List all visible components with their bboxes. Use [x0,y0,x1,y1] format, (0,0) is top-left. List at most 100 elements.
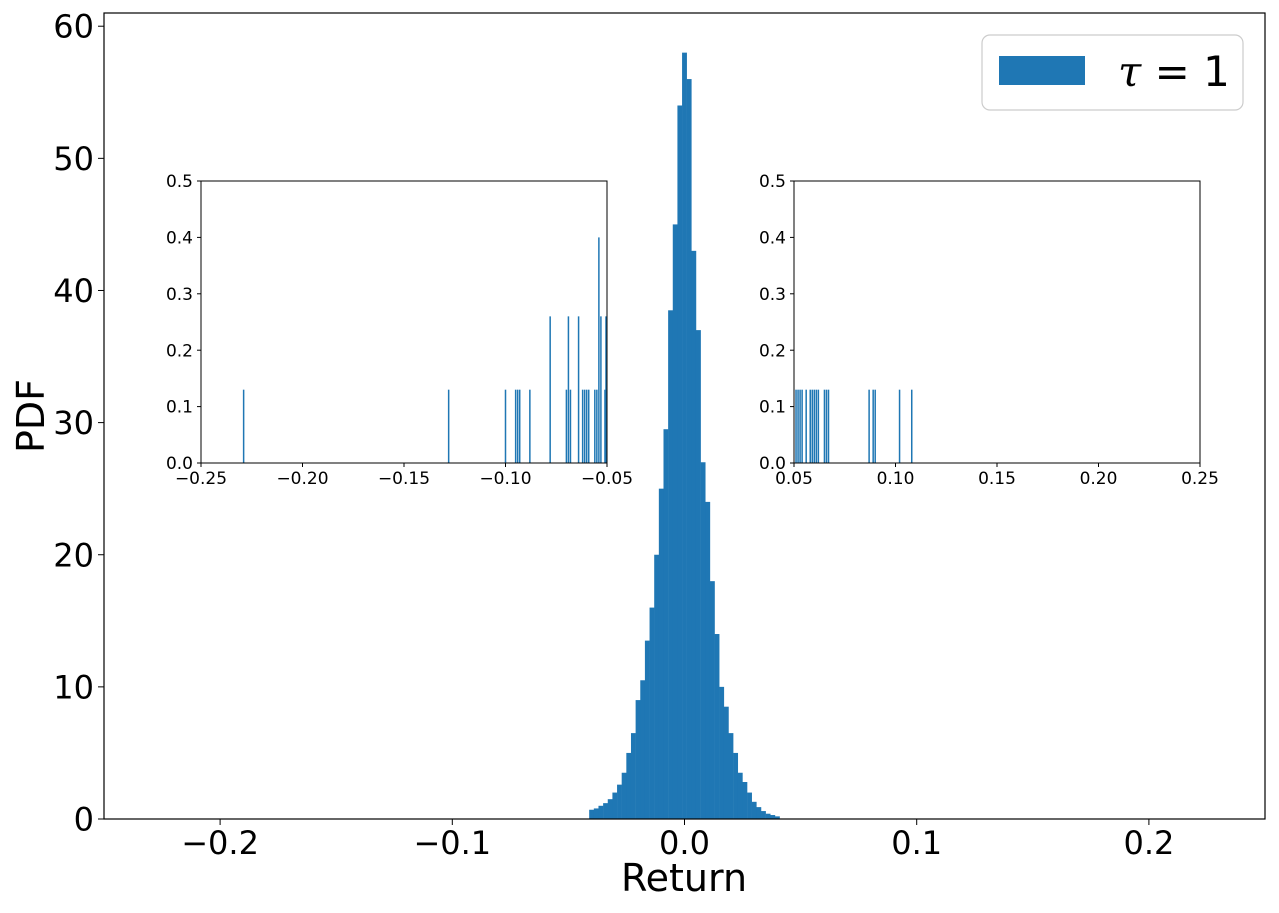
y-tick-label: 30 [53,404,94,442]
x-tick-label: 0.0 [659,824,710,862]
x-tick-label: 0.25 [1181,469,1219,489]
x-tick-label: 0.20 [1080,469,1118,489]
y-tick-label: 50 [53,140,94,178]
y-tick-label: 0.4 [166,229,193,249]
x-tick-label: −0.15 [378,469,430,489]
x-tick-label: −0.10 [479,469,531,489]
histogram-bar [709,581,715,819]
histogram-bar [640,680,646,819]
histogram-bar [598,237,600,463]
histogram-bar [617,784,622,819]
histogram-bar [774,816,780,819]
histogram-bar [714,634,720,819]
histogram-bar [742,782,748,819]
x-tick-label: −0.1 [413,824,491,862]
legend-frame [981,34,1244,111]
histogram-bar [728,733,734,819]
histogram-bar [799,389,801,463]
histogram-bar [809,389,811,463]
histogram-bar [649,607,655,819]
histogram-bar [644,640,650,819]
histogram-bar [565,389,568,463]
histogram-bar [581,389,584,463]
legend: τ = 1 [981,34,1244,111]
histogram-bar [529,389,531,463]
histogram-bar [737,772,743,819]
histogram-bar [549,316,551,463]
y-tick-label: 0.2 [166,341,193,361]
histogram-bar [242,389,245,463]
histogram-bar [604,389,606,463]
left-tail-inset: −0.25 −0.20 −0.15 −0.10 −0.05 0.0 0.1 0.2 0.3 0.4… [166,172,633,489]
histogram-bar [765,813,771,819]
x-tick-label: 0.15 [978,469,1016,489]
histogram-bar [630,733,636,819]
histogram-bar [589,809,595,819]
histogram-bar [874,389,876,463]
histogram-bar [910,389,913,463]
histogram-bar [815,389,818,463]
y-tick-label: 0.1 [759,398,786,418]
histogram-bar [518,389,521,463]
y-tick-label: 0.3 [759,285,786,305]
histogram-bar [594,389,596,463]
legend-swatch [999,56,1085,85]
histogram-bar [567,316,570,463]
histogram-bar [811,389,814,463]
histogram-bar [700,462,706,819]
y-tick-label: 20 [53,536,94,574]
histogram-bar [596,389,598,463]
histogram-bar [719,686,725,819]
histogram-bar [691,250,697,820]
y-axis-label: PDF [9,379,53,453]
y-tick-label: 10 [53,668,94,706]
histogram-bar [600,316,602,463]
histogram-bar [504,389,507,463]
histogram-bar [605,316,607,463]
y-tick-label: 0.0 [166,454,193,474]
y-tick-label: 0 [74,801,94,839]
histogram-bar [672,224,678,819]
histogram-bar [770,815,776,819]
histogram-bar [872,389,874,463]
y-tick-label: 0.2 [759,341,786,361]
histogram-bar [868,389,870,463]
histogram-bar [723,706,729,819]
x-tick-label: −0.2 [181,824,259,862]
histogram-bar [663,429,669,819]
x-tick-label: 0.10 [877,469,915,489]
x-tick-label: 0.05 [775,469,813,489]
histogram-bar [795,389,797,463]
histogram-bar [585,389,588,463]
histogram-bar [761,811,766,819]
histogram-bar [751,801,757,819]
histogram-bar [658,488,664,819]
histogram-bar [668,310,674,819]
histogram-bar [587,389,590,463]
histogram-bar [756,807,762,819]
histogram-bar [516,389,519,463]
histogram-bar [583,389,586,463]
histogram-bar [654,554,660,819]
histogram-bar [801,389,803,463]
histogram-bar [621,772,627,819]
y-tick-label: 0.4 [759,229,786,249]
histogram-bar [898,389,901,463]
x-axis-label: Return [621,856,747,900]
histogram-bar [705,501,711,819]
histogram-bar [593,808,599,819]
histogram-bar [607,799,613,819]
x-tick-label: −0.25 [175,469,227,489]
histogram-bar [813,389,816,463]
histogram-bar [695,330,701,819]
histogram-bar [817,389,820,463]
x-tick-label: 0.2 [1123,824,1174,862]
histogram-bar [677,105,683,820]
histogram-bar [577,316,580,463]
histogram-bar [747,792,752,819]
histogram-bar [733,752,739,819]
y-tick-label: 60 [53,8,94,46]
x-tick-label: −0.05 [581,469,633,489]
